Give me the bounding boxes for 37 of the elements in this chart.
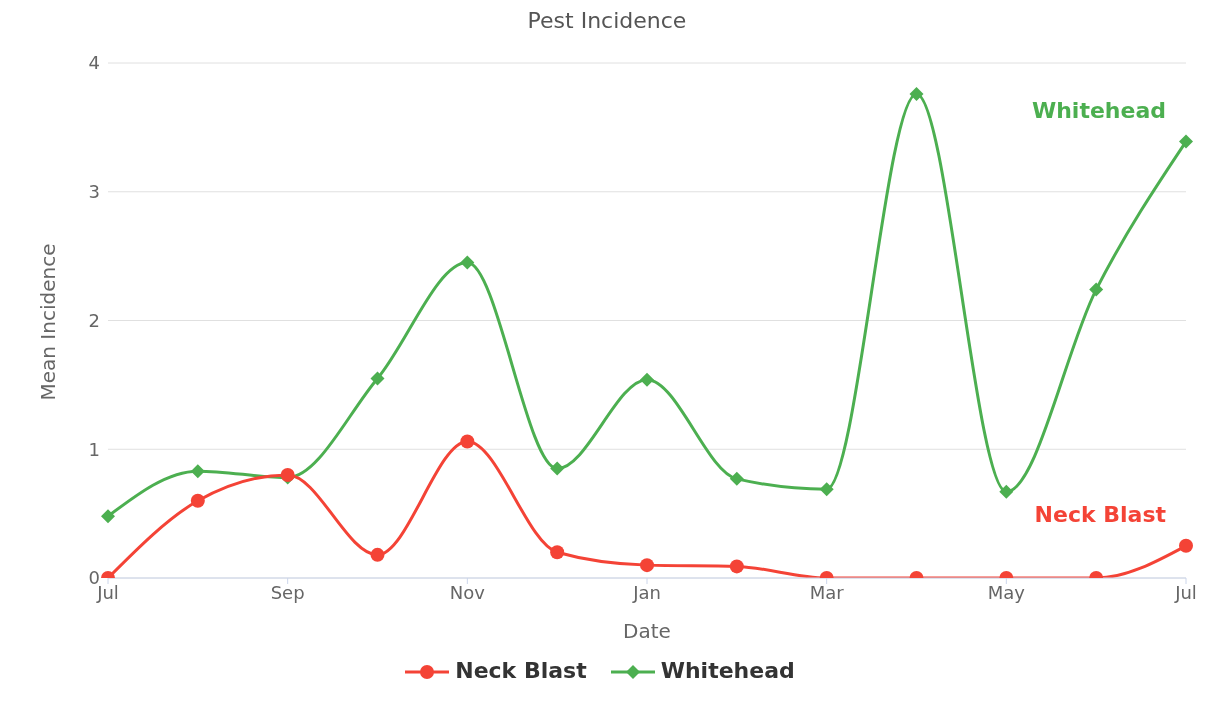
legend-label: Whitehead: [659, 658, 795, 683]
x-tick-label: Sep: [270, 581, 305, 603]
point: [370, 371, 385, 386]
legend-label: Neck Blast: [454, 658, 587, 683]
point: [190, 464, 205, 479]
x-axis-title: Date: [623, 619, 671, 643]
point: [640, 372, 654, 387]
point: [729, 471, 744, 486]
point: [190, 493, 205, 508]
y-tick-label: 3: [88, 181, 100, 203]
point: [550, 545, 565, 560]
y-tick-label: 4: [88, 52, 100, 74]
point: [1179, 538, 1193, 553]
point: [101, 509, 115, 524]
y-tick-label: 1: [88, 438, 100, 460]
chart-title: Pest Incidence: [526, 8, 688, 33]
x-tick-label: May: [987, 581, 1026, 603]
point: [370, 547, 385, 562]
point: [909, 86, 924, 101]
y-axis-title: Mean Incidence: [36, 243, 61, 401]
point: [460, 255, 475, 270]
text: Neck Blast: [1034, 501, 1166, 527]
x-tick-label: Jan: [632, 581, 661, 603]
point: [1089, 282, 1104, 297]
point: [550, 461, 565, 476]
point: [640, 558, 654, 573]
y-tick-label: 2: [88, 309, 100, 331]
y-tick-label: 0: [88, 567, 100, 589]
x-tick-label: Mar: [809, 581, 845, 603]
x-tick-label: Jul: [1174, 581, 1197, 603]
point: [729, 559, 744, 574]
point: [460, 434, 475, 449]
point: [1179, 134, 1193, 149]
point: [819, 482, 834, 497]
text: Whitehead: [1031, 97, 1166, 123]
point: [999, 484, 1014, 499]
x-tick-label: Nov: [449, 581, 486, 603]
